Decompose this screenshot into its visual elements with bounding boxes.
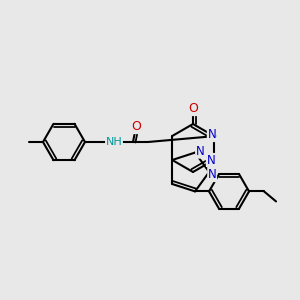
Text: N: N	[207, 128, 216, 142]
Text: NH: NH	[106, 137, 122, 147]
Text: O: O	[188, 103, 198, 116]
Text: N: N	[206, 154, 215, 166]
Text: N: N	[196, 145, 204, 158]
Text: O: O	[131, 121, 141, 134]
Text: N: N	[208, 169, 217, 182]
